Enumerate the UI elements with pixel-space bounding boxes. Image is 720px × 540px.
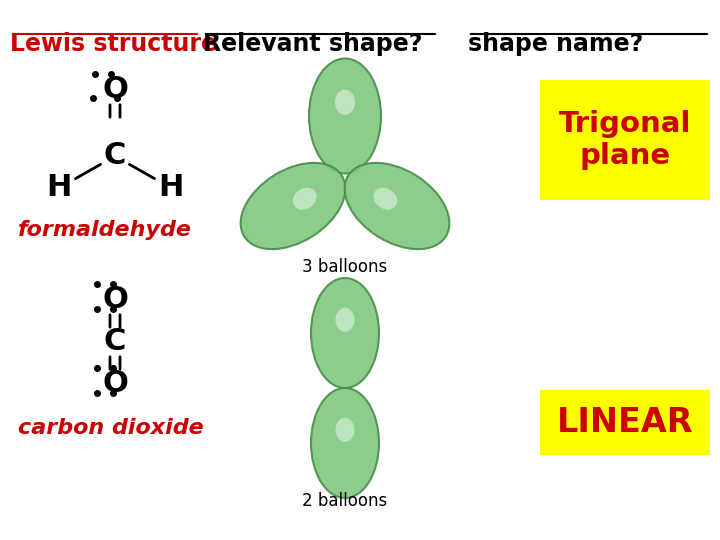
- Text: Lewis structure: Lewis structure: [10, 32, 217, 56]
- Text: C: C: [104, 327, 126, 356]
- Text: 2 balloons: 2 balloons: [302, 492, 387, 510]
- Ellipse shape: [311, 388, 379, 498]
- Text: 3 balloons: 3 balloons: [302, 258, 387, 276]
- Ellipse shape: [309, 58, 381, 173]
- Text: O: O: [102, 286, 128, 314]
- FancyBboxPatch shape: [540, 80, 710, 200]
- Ellipse shape: [345, 163, 449, 249]
- Text: O: O: [102, 369, 128, 399]
- Ellipse shape: [373, 188, 397, 210]
- Text: Trigonal
plane: Trigonal plane: [559, 110, 691, 170]
- Ellipse shape: [335, 90, 355, 115]
- Text: Relevant shape?: Relevant shape?: [203, 32, 423, 56]
- Ellipse shape: [293, 188, 317, 210]
- Ellipse shape: [311, 278, 379, 388]
- Ellipse shape: [336, 418, 354, 442]
- Text: formaldehyde: formaldehyde: [18, 220, 192, 240]
- Text: carbon dioxide: carbon dioxide: [18, 418, 204, 438]
- Ellipse shape: [336, 308, 354, 332]
- Ellipse shape: [240, 163, 346, 249]
- Text: LINEAR: LINEAR: [557, 406, 693, 439]
- Text: C: C: [104, 140, 126, 170]
- Text: H: H: [158, 172, 184, 201]
- Text: O: O: [102, 76, 128, 105]
- Text: shape name?: shape name?: [468, 32, 643, 56]
- FancyBboxPatch shape: [540, 390, 710, 455]
- Text: H: H: [46, 172, 72, 201]
